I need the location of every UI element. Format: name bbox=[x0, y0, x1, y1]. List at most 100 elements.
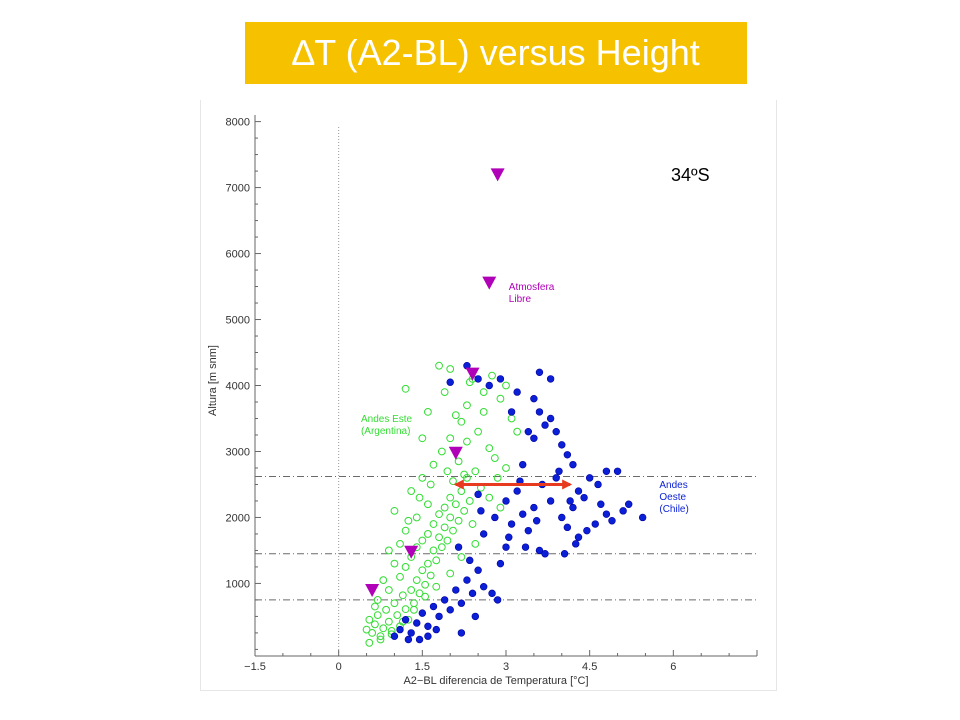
andes-oeste-point bbox=[424, 622, 432, 631]
andes-este-point bbox=[485, 444, 494, 453]
andes-oeste-point bbox=[583, 526, 591, 535]
andes-este-point bbox=[384, 617, 393, 626]
andes-oeste-point bbox=[502, 543, 510, 551]
andes-este-point bbox=[474, 427, 483, 436]
andes-este-point bbox=[435, 361, 443, 370]
andes-oeste-point bbox=[535, 368, 544, 377]
andes-este-point bbox=[401, 526, 410, 535]
andes-oeste-point bbox=[479, 530, 488, 538]
reference-lines bbox=[255, 127, 757, 656]
andes-este-point bbox=[382, 605, 390, 614]
annotation-line: (Chile) bbox=[659, 504, 688, 515]
y-tick-label: 4000 bbox=[226, 381, 250, 393]
andes-oeste-point bbox=[432, 625, 440, 634]
andes-este-point bbox=[451, 500, 460, 509]
andes-este-point bbox=[424, 530, 432, 538]
andes-este-label: Andes Este (Argentina) bbox=[361, 414, 413, 437]
andes-este-point bbox=[446, 365, 455, 373]
andes-oeste-point bbox=[513, 487, 521, 495]
x-tick-label: 6 bbox=[670, 661, 676, 673]
andes-oeste-point bbox=[418, 609, 427, 617]
andes-este-point bbox=[446, 434, 455, 443]
andes-este-point bbox=[429, 520, 438, 528]
andes-este-point bbox=[437, 543, 446, 552]
andes-este-point bbox=[432, 556, 441, 565]
andes-este-point bbox=[365, 615, 374, 624]
andes-oeste-point bbox=[569, 460, 577, 469]
andes-oeste-point bbox=[474, 566, 482, 574]
andes-este-point bbox=[390, 506, 399, 515]
andes-este-point bbox=[429, 546, 438, 555]
atmosfera-libre-label: Atmosfera Libre bbox=[509, 282, 555, 305]
atmosfera-libre-point bbox=[465, 367, 480, 381]
andes-este-point bbox=[479, 407, 488, 416]
andes-oeste-point bbox=[555, 467, 563, 475]
andes-oeste-label: Andes Oeste (Chile) bbox=[659, 480, 688, 515]
andes-oeste-point bbox=[602, 510, 611, 518]
andes-este-point bbox=[421, 592, 430, 601]
annotation-line: Atmosfera bbox=[509, 282, 555, 293]
andes-este-point bbox=[437, 447, 446, 456]
andes-oeste-point bbox=[502, 497, 510, 505]
andes-oeste-point bbox=[563, 451, 572, 459]
andes-este-point bbox=[502, 381, 510, 390]
andes-este-point bbox=[443, 536, 452, 545]
andes-este-point bbox=[449, 477, 457, 486]
andes-oeste-point bbox=[452, 586, 460, 594]
andes-este-point bbox=[435, 510, 443, 519]
andes-oeste-point bbox=[477, 507, 485, 515]
andes-este-point bbox=[432, 582, 441, 591]
latitude-label: 34ºS bbox=[671, 165, 710, 185]
andes-oeste-point bbox=[560, 550, 569, 558]
andes-este-point bbox=[410, 599, 418, 608]
x-tick-label: 4.5 bbox=[582, 661, 597, 673]
andes-oeste-point bbox=[454, 543, 463, 551]
y-tick-label: 8000 bbox=[226, 117, 250, 129]
andes-este-point bbox=[424, 559, 432, 568]
y-tick-label: 7000 bbox=[226, 183, 250, 195]
andes-oeste-point bbox=[413, 619, 421, 627]
andes-oeste-point bbox=[591, 520, 599, 528]
x-tick-label: −1.5 bbox=[244, 661, 266, 673]
andes-oeste-point bbox=[485, 381, 493, 390]
y-tick-label: 2000 bbox=[226, 512, 250, 524]
andes-este-point bbox=[426, 571, 435, 580]
andes-este-point bbox=[440, 503, 449, 512]
andes-este-point bbox=[373, 611, 382, 619]
andes-oeste-point bbox=[566, 497, 574, 505]
andes-este-point bbox=[435, 533, 443, 542]
andes-oeste-point bbox=[429, 602, 438, 611]
andes-este-point bbox=[390, 599, 399, 608]
andes-oeste-point bbox=[390, 632, 399, 640]
andes-oeste-point bbox=[524, 427, 533, 436]
andes-este-point bbox=[396, 539, 404, 548]
andes-este-point bbox=[393, 611, 402, 619]
andes-este-point bbox=[449, 526, 457, 535]
title-box: ∆T (A2-BL) versus Height bbox=[245, 22, 747, 84]
andes-oeste-point bbox=[415, 635, 424, 644]
x-tick-label: 3 bbox=[503, 661, 509, 673]
andes-oeste-point bbox=[613, 467, 622, 475]
andes-oeste-point bbox=[530, 503, 538, 512]
andes-este-point bbox=[454, 457, 463, 466]
andes-oeste-point bbox=[625, 500, 633, 508]
andes-oeste-point bbox=[519, 460, 527, 469]
andes-este-point bbox=[488, 371, 496, 380]
andes-oeste-point bbox=[513, 388, 521, 396]
andes-este-point bbox=[479, 388, 488, 396]
atmosfera-libre-point bbox=[490, 168, 505, 182]
andes-oeste-point bbox=[541, 550, 549, 558]
x-tick-label: 1.5 bbox=[415, 661, 430, 673]
andes-oeste-point bbox=[535, 546, 544, 555]
andes-oeste-point bbox=[597, 500, 605, 508]
andes-este-point bbox=[457, 417, 466, 426]
andes-este-point bbox=[418, 536, 427, 545]
andes-oeste-point bbox=[532, 517, 541, 525]
andes-oeste-point bbox=[519, 510, 527, 518]
andes-oeste-point bbox=[608, 517, 616, 525]
andes-este-point bbox=[418, 473, 427, 482]
andes-este-point bbox=[424, 407, 432, 416]
andes-oeste-point bbox=[471, 612, 480, 621]
andes-este-point bbox=[493, 473, 502, 482]
